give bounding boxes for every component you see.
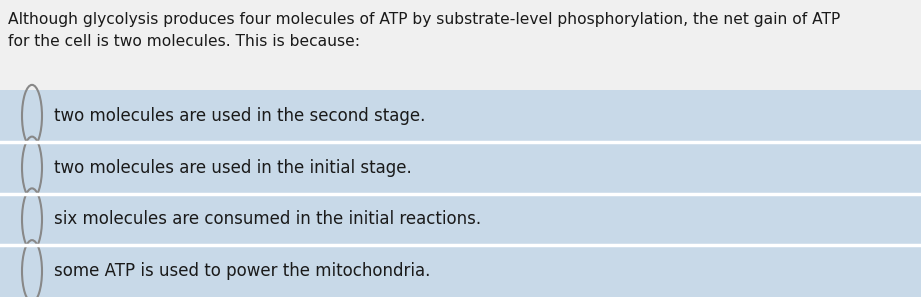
Bar [0, 0, 921, 90]
Text: Although glycolysis produces four molecules of ATP by substrate-level phosphoryl: Although glycolysis produces four molecu… [8, 12, 840, 27]
Bar [0, 194, 921, 245]
Text: six molecules are consumed in the initial reactions.: six molecules are consumed in the initia… [54, 210, 481, 228]
Bar [0, 142, 921, 194]
Text: two molecules are used in the initial stage.: two molecules are used in the initial st… [54, 159, 412, 177]
Bar [0, 90, 921, 142]
Text: some ATP is used to power the mitochondria.: some ATP is used to power the mitochondr… [54, 262, 430, 280]
Bar [0, 245, 921, 297]
Text: two molecules are used in the second stage.: two molecules are used in the second sta… [54, 107, 426, 125]
Text: for the cell is two molecules. This is because:: for the cell is two molecules. This is b… [8, 34, 360, 49]
